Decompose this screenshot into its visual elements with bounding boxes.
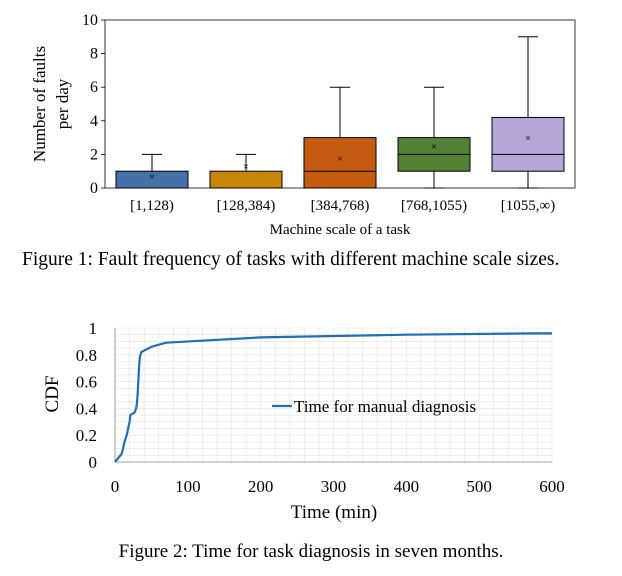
box-mean-marker: × bbox=[149, 171, 155, 183]
fig2-ylabel: CDF bbox=[42, 376, 63, 413]
figure2-chart: 0 0.2 0.4 0.6 0.8 1 0 100 200 300 400 500 600 Time … bbox=[42, 319, 565, 523]
box-mean-marker: × bbox=[525, 133, 531, 145]
fig2-ytick-label: 0.6 bbox=[76, 373, 97, 392]
fig2-xlabel: Time (min) bbox=[291, 502, 377, 523]
figure1-caption: Figure 1: Fault frequency of tasks with … bbox=[22, 249, 560, 270]
box-mean-marker: × bbox=[337, 153, 343, 165]
fig1-ytick-label: 8 bbox=[90, 46, 98, 63]
box-iqr bbox=[491, 116, 565, 172]
box-0: × bbox=[115, 153, 189, 189]
fig2-xtick-label: 100 bbox=[175, 477, 201, 496]
fig1-ytick-label: 10 bbox=[82, 12, 98, 29]
fig1-xtick-label: [1055,∞) bbox=[501, 198, 555, 214]
fig1-xtick-label: [1,128) bbox=[130, 198, 174, 214]
fig2-xtick-label: 300 bbox=[321, 477, 347, 496]
box-2: × bbox=[303, 86, 377, 189]
fig1-ylabel-line1: Number of faults bbox=[30, 46, 49, 162]
fig2-xtick-label: 0 bbox=[111, 477, 120, 496]
fig2-ytick-label: 1 bbox=[89, 319, 98, 338]
fig2-xtick-label: 200 bbox=[248, 477, 274, 496]
legend-label: Time for manual diagnosis bbox=[294, 397, 476, 416]
series-line-manual-diagnosis bbox=[114, 332, 552, 463]
fig2-ytick-label: 0 bbox=[89, 453, 98, 472]
fig1-xtick-label: [384,768) bbox=[311, 198, 370, 214]
fig2-xtick-label: 500 bbox=[466, 477, 492, 496]
fig1-ytick-label: 0 bbox=[90, 180, 98, 197]
fig2-ytick-label: 0.4 bbox=[76, 399, 98, 418]
box-iqr bbox=[303, 137, 377, 189]
fig2-xtick-label: 600 bbox=[539, 477, 565, 496]
box-4: × bbox=[491, 36, 565, 189]
fig1-xtick-label: [128,384) bbox=[217, 198, 276, 214]
fig2-ytick-label: 0.2 bbox=[76, 426, 97, 445]
fig1-ytick-label: 4 bbox=[90, 113, 98, 130]
fig2-ytick-label: 0.8 bbox=[76, 346, 97, 365]
fig1-xtick-label: [768,1055) bbox=[401, 198, 467, 214]
fig1-ytick-label: 2 bbox=[90, 146, 98, 163]
figure1-chart: 0 2 4 6 8 10 × × × × × [1,128) [128,384) [384,768) [… bbox=[30, 12, 576, 238]
figure2-caption: Figure 2: Time for task diagnosis in sev… bbox=[118, 541, 504, 562]
box-mean-marker: × bbox=[431, 141, 437, 153]
fig2-xtick-label: 400 bbox=[394, 477, 420, 496]
fig1-ytick-label: 6 bbox=[90, 79, 98, 96]
box-1: × bbox=[209, 153, 283, 189]
box-3: × bbox=[397, 86, 471, 189]
fig1-ylabel-line2: per day bbox=[53, 78, 72, 129]
fig1-xlabel: Machine scale of a task bbox=[270, 222, 411, 238]
box-mean-marker: × bbox=[243, 161, 249, 173]
box-iqr bbox=[209, 170, 283, 189]
